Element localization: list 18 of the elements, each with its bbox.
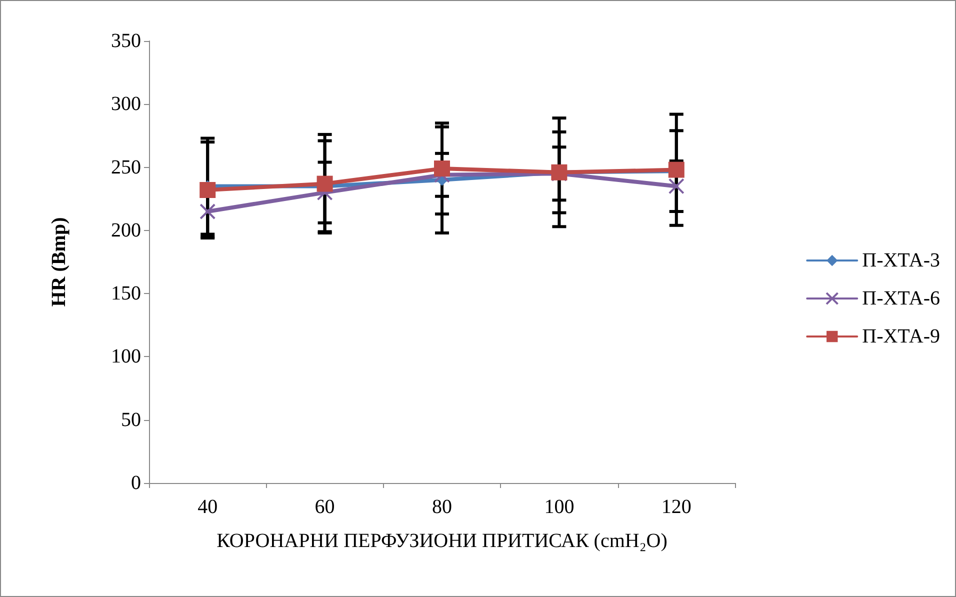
x-tick-label: 120	[661, 496, 692, 518]
legend-label: П-ХТА-3	[862, 250, 940, 272]
x-axis-title: КОРОНАРНИ ПЕРФУЗИОНИ ПРИТИСАК (cmH₂O)	[216, 530, 668, 552]
y-tick-label: 0	[131, 472, 141, 494]
y-tick-label: 50	[121, 408, 141, 431]
y-tick-label: 350	[111, 30, 141, 52]
legend-label: П-ХТА-6	[862, 288, 940, 310]
x-tick-label: 40	[198, 496, 218, 518]
y-tick-label: 150	[111, 282, 141, 305]
x-tick-label: 80	[432, 496, 452, 518]
y-tick-label: 100	[111, 346, 141, 368]
y-axis-title: HR (Bmp)	[48, 217, 70, 307]
x-tick-label: 100	[544, 496, 574, 518]
x-tick-label: 60	[314, 496, 335, 518]
y-tick-label: 250	[111, 156, 141, 178]
y-tick-label: 300	[111, 93, 141, 116]
legend-label: П-ХТА-9	[862, 326, 940, 348]
y-tick-label: 200	[111, 219, 141, 242]
